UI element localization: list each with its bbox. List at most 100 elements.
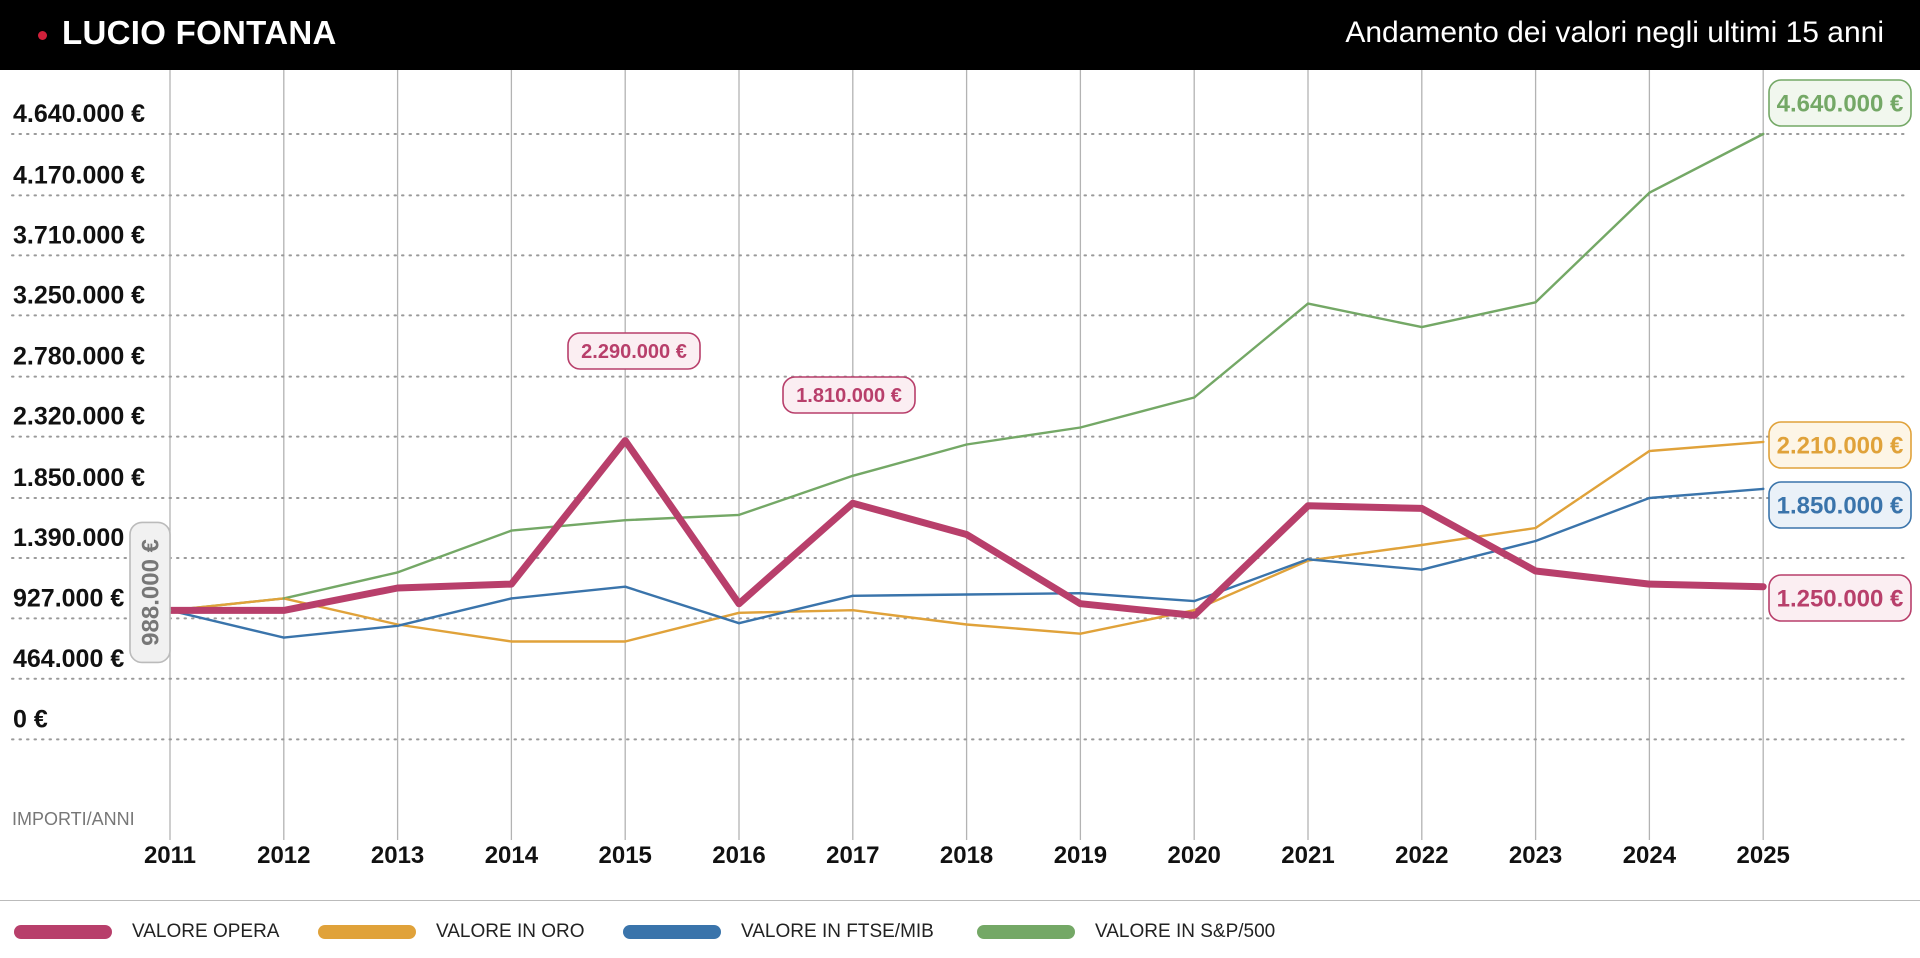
y-tick-label: 4.640.000 € bbox=[13, 100, 145, 128]
data-point-oro bbox=[965, 623, 968, 626]
callout-box bbox=[782, 376, 916, 414]
data-point-opera bbox=[1760, 583, 1767, 590]
data-point-sp500 bbox=[851, 474, 854, 478]
data-point-opera bbox=[1532, 568, 1539, 575]
y-tick-label: 1.850.000 € bbox=[13, 464, 145, 492]
data-point-opera bbox=[963, 531, 970, 538]
data-point-opera bbox=[508, 581, 515, 588]
data-point-sp500 bbox=[396, 571, 399, 574]
callout-text: 2.210.000 € bbox=[1777, 433, 1904, 460]
data-point-opera bbox=[1191, 612, 1198, 619]
callout-end-sp500: 4.640.000 € bbox=[1768, 79, 1912, 127]
data-point-opera bbox=[394, 585, 401, 592]
x-tick-label: 2020 bbox=[1168, 842, 1221, 869]
x-tick-label: 2018 bbox=[940, 842, 993, 869]
data-point-opera bbox=[849, 500, 856, 507]
data-point-oro bbox=[1534, 526, 1537, 530]
data-point-ftse bbox=[737, 622, 741, 625]
callout-end-opera: 1.250.000 € bbox=[1768, 574, 1912, 622]
legend-swatch-ftse bbox=[623, 925, 721, 939]
x-tick-label: 2013 bbox=[371, 842, 424, 869]
data-point-ftse bbox=[1762, 487, 1765, 491]
data-point-ftse bbox=[396, 624, 399, 628]
x-tick-label: 2017 bbox=[826, 842, 879, 869]
data-point-sp500 bbox=[1762, 132, 1765, 136]
data-point-sp500 bbox=[1420, 325, 1424, 329]
x-tick-label: 2024 bbox=[1623, 842, 1677, 869]
legend-label-ftse: VALORE IN FTSE/MIB bbox=[741, 921, 934, 942]
data-point-sp500 bbox=[1648, 191, 1651, 194]
header-bar: LUCIO FONTANA Andamento dei valori negli… bbox=[0, 0, 1920, 70]
data-point-ftse bbox=[1420, 568, 1424, 571]
y-tick-label: 3.250.000 € bbox=[13, 281, 145, 309]
callout-text: 2.290.000 € bbox=[581, 341, 687, 363]
data-point-ftse bbox=[510, 597, 513, 600]
legend-label-opera: VALORE OPERA bbox=[132, 921, 280, 942]
data-point-sp500 bbox=[1534, 301, 1537, 304]
callout-start: 988.000 € bbox=[129, 521, 171, 664]
data-point-opera bbox=[736, 600, 742, 607]
data-point-sp500 bbox=[1079, 426, 1082, 429]
data-point-oro bbox=[1762, 440, 1765, 444]
callout-text: 1.250.000 € bbox=[1777, 586, 1904, 613]
data-point-oro bbox=[737, 611, 741, 614]
data-point-oro bbox=[624, 640, 627, 643]
bullet-icon bbox=[38, 31, 47, 40]
legend-swatch-sp500 bbox=[977, 925, 1075, 939]
data-point-sp500 bbox=[624, 518, 627, 522]
data-point-opera bbox=[1418, 505, 1425, 512]
data-point-ftse bbox=[1648, 496, 1651, 500]
data-point-ftse bbox=[282, 636, 285, 639]
data-point-sp500 bbox=[282, 597, 285, 600]
x-tick-label: 2016 bbox=[712, 842, 765, 869]
data-point-sp500 bbox=[965, 443, 968, 446]
line-chart: 4.640.000 € 4.170.000 € 3.710.000 € 3.250.0… bbox=[11, 70, 1912, 869]
callout-text: 1.850.000 € bbox=[1777, 493, 1904, 520]
data-point-ftse bbox=[1193, 599, 1196, 603]
x-tick-label: 2019 bbox=[1054, 842, 1107, 869]
y-tick-label: 0 € bbox=[13, 705, 48, 733]
axis-note: IMPORTI/ANNI bbox=[12, 809, 135, 829]
data-point-ftse bbox=[1079, 592, 1082, 595]
data-point-oro bbox=[1079, 632, 1082, 635]
callout-end-oro: 2.210.000 € bbox=[1768, 421, 1912, 469]
data-point-ftse bbox=[1534, 539, 1537, 543]
data-point-ftse bbox=[965, 593, 968, 596]
x-tick-label: 2023 bbox=[1509, 842, 1562, 869]
callout-peak-2015: 2.290.000 € bbox=[567, 332, 701, 370]
x-tick-label: 2014 bbox=[485, 842, 539, 869]
data-point-sp500 bbox=[510, 529, 513, 532]
x-tick-label: 2012 bbox=[257, 842, 310, 869]
legend-swatch-opera bbox=[14, 925, 112, 939]
data-point-opera bbox=[622, 437, 629, 444]
data-point-ftse bbox=[851, 594, 854, 598]
x-tick-label: 2022 bbox=[1395, 842, 1448, 869]
callout-text: 4.640.000 € bbox=[1777, 91, 1904, 118]
data-point-sp500 bbox=[737, 513, 741, 517]
x-tick-label: 2021 bbox=[1281, 842, 1334, 869]
y-tick-label: 4.170.000 € bbox=[13, 161, 145, 189]
data-point-ftse bbox=[1306, 558, 1310, 561]
callout-text: 988.000 € bbox=[138, 539, 165, 646]
callout-box bbox=[1768, 421, 1912, 469]
data-point-oro bbox=[851, 608, 854, 612]
callout-box bbox=[129, 521, 171, 664]
y-tick-label: 927.000 € bbox=[13, 584, 124, 612]
callout-box bbox=[1768, 574, 1912, 622]
data-point-opera bbox=[1305, 502, 1311, 509]
legend-label-sp500: VALORE IN S&P/500 bbox=[1095, 921, 1276, 942]
legend: VALORE OPERA VALORE IN ORO VALORE IN FTS… bbox=[0, 900, 1920, 958]
legend-label-oro: VALORE IN ORO bbox=[436, 921, 585, 942]
callout-box bbox=[1768, 79, 1912, 127]
data-point-sp500 bbox=[1306, 302, 1310, 305]
data-point-oro bbox=[510, 640, 513, 643]
data-point-oro bbox=[1420, 543, 1424, 547]
data-point-ftse bbox=[624, 585, 627, 588]
callout-end-ftse: 1.850.000 € bbox=[1768, 481, 1912, 529]
x-tick-label: 2015 bbox=[599, 842, 652, 869]
data-point-opera bbox=[1646, 581, 1653, 588]
legend-swatch-oro bbox=[318, 925, 416, 939]
x-tick-label: 2011 bbox=[144, 842, 196, 869]
data-point-oro bbox=[1648, 449, 1651, 453]
